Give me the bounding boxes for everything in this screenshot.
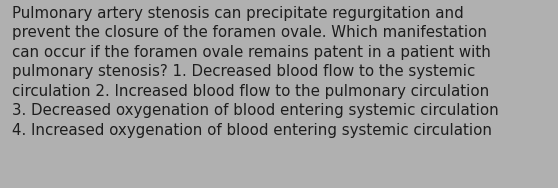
Text: Pulmonary artery stenosis can precipitate regurgitation and
prevent the closure : Pulmonary artery stenosis can precipitat… [12,6,499,138]
